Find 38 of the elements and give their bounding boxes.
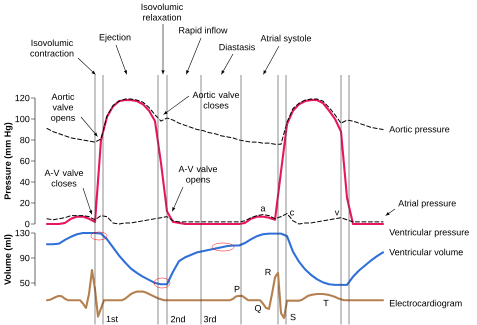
annotation: A-V valve closes: [44, 169, 84, 187]
y-tick-label: 0: [25, 220, 30, 228]
series-label: Electrocardiogram: [390, 300, 462, 308]
annotation: v: [334, 210, 340, 216]
text: Atrial systole: [260, 34, 312, 44]
y-tick-label: 50: [20, 280, 30, 286]
annotation: R: [265, 268, 271, 276]
y-tick-label: 100: [15, 116, 30, 122]
y-tick-label: 90: [20, 254, 30, 262]
annotation: S: [290, 314, 296, 320]
text: Isovolumic relaxation: [142, 3, 184, 21]
annotation: Aortic valve opens: [51, 93, 75, 123]
annotation: Q: [254, 305, 262, 313]
series-label: Ventricular pressure: [389, 228, 469, 238]
y-tick-label: 40: [20, 178, 30, 186]
annotation: T: [323, 300, 329, 306]
annotation: P: [234, 286, 240, 292]
text: Diastasis: [219, 44, 255, 50]
y-axis-title: Volume (ml): [4, 234, 13, 285]
annotation: A-V valve opens: [178, 166, 218, 184]
y-tick-label: 130: [15, 230, 30, 236]
y-tick-label: 80: [20, 136, 30, 144]
text: Ejection: [100, 34, 130, 42]
series-label: Ventricular volume: [389, 248, 463, 256]
text: Rapid inflow: [179, 26, 228, 36]
annotation: a: [260, 206, 266, 212]
text: Atrial pressure: [398, 200, 456, 208]
text: Isovolumic contraction: [30, 39, 74, 57]
y-tick-label: 120: [15, 94, 30, 102]
annotation: 3rd: [204, 316, 216, 322]
annotation: 2nd: [170, 316, 185, 322]
annotation: 1st: [106, 316, 118, 322]
y-tick-label: 60: [20, 158, 30, 164]
annotation: c: [290, 210, 294, 216]
y-axis-title: Pressure (mm Hg): [4, 122, 13, 200]
y-tick-label: 20: [20, 200, 30, 206]
series-label: Aortic pressure: [389, 126, 450, 134]
annotation: Aortic valve closes: [192, 91, 240, 109]
